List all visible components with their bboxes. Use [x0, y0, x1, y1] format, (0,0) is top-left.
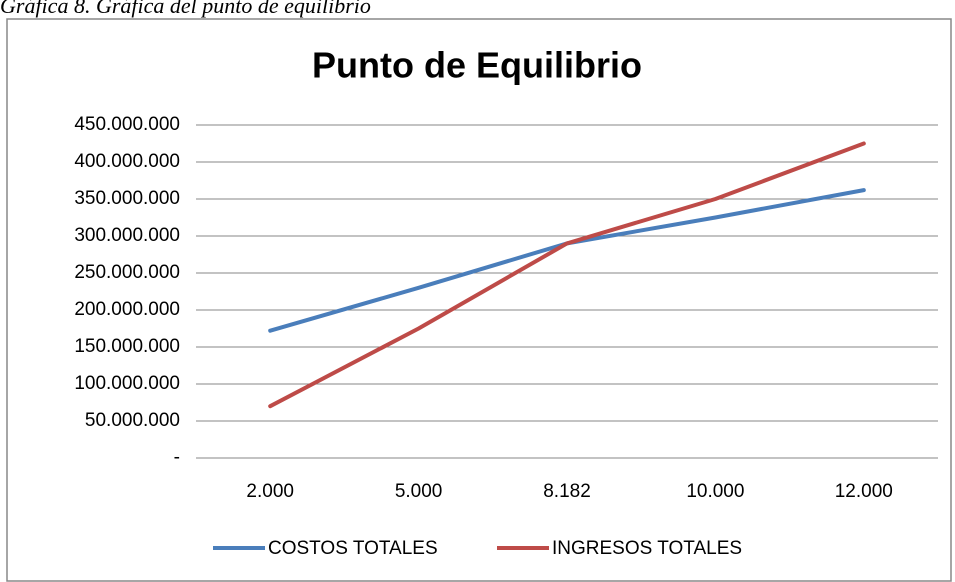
legend-label: INGRESOS TOTALES — [552, 538, 742, 559]
y-tick-label: 100.000.000 — [74, 373, 180, 394]
x-tick-label: 5.000 — [395, 481, 443, 502]
x-tick-label: 8.182 — [543, 481, 591, 502]
legend-label: COSTOS TOTALES — [268, 538, 438, 559]
x-tick-label: 2.000 — [246, 481, 294, 502]
y-tick-label: 150.000.000 — [74, 336, 180, 357]
y-tick-label: - — [174, 447, 180, 468]
y-tick-label: 400.000.000 — [74, 151, 180, 172]
x-tick-label: 10.000 — [686, 481, 744, 502]
x-tick-label: 12.000 — [835, 481, 893, 502]
y-tick-label: 200.000.000 — [74, 299, 180, 320]
y-tick-label: 350.000.000 — [74, 188, 180, 209]
caption: Gráfica 8. Gráfica del punto de equilibr… — [0, 0, 371, 18]
chart-title: Punto de Equilibrio — [312, 45, 642, 86]
y-tick-label: 50.000.000 — [85, 410, 180, 431]
series-line — [268, 141, 866, 409]
y-tick-label: 250.000.000 — [74, 262, 180, 283]
chart-border — [6, 18, 952, 582]
y-tick-label: 300.000.000 — [74, 225, 180, 246]
y-tick-label: 450.000.000 — [74, 114, 180, 135]
